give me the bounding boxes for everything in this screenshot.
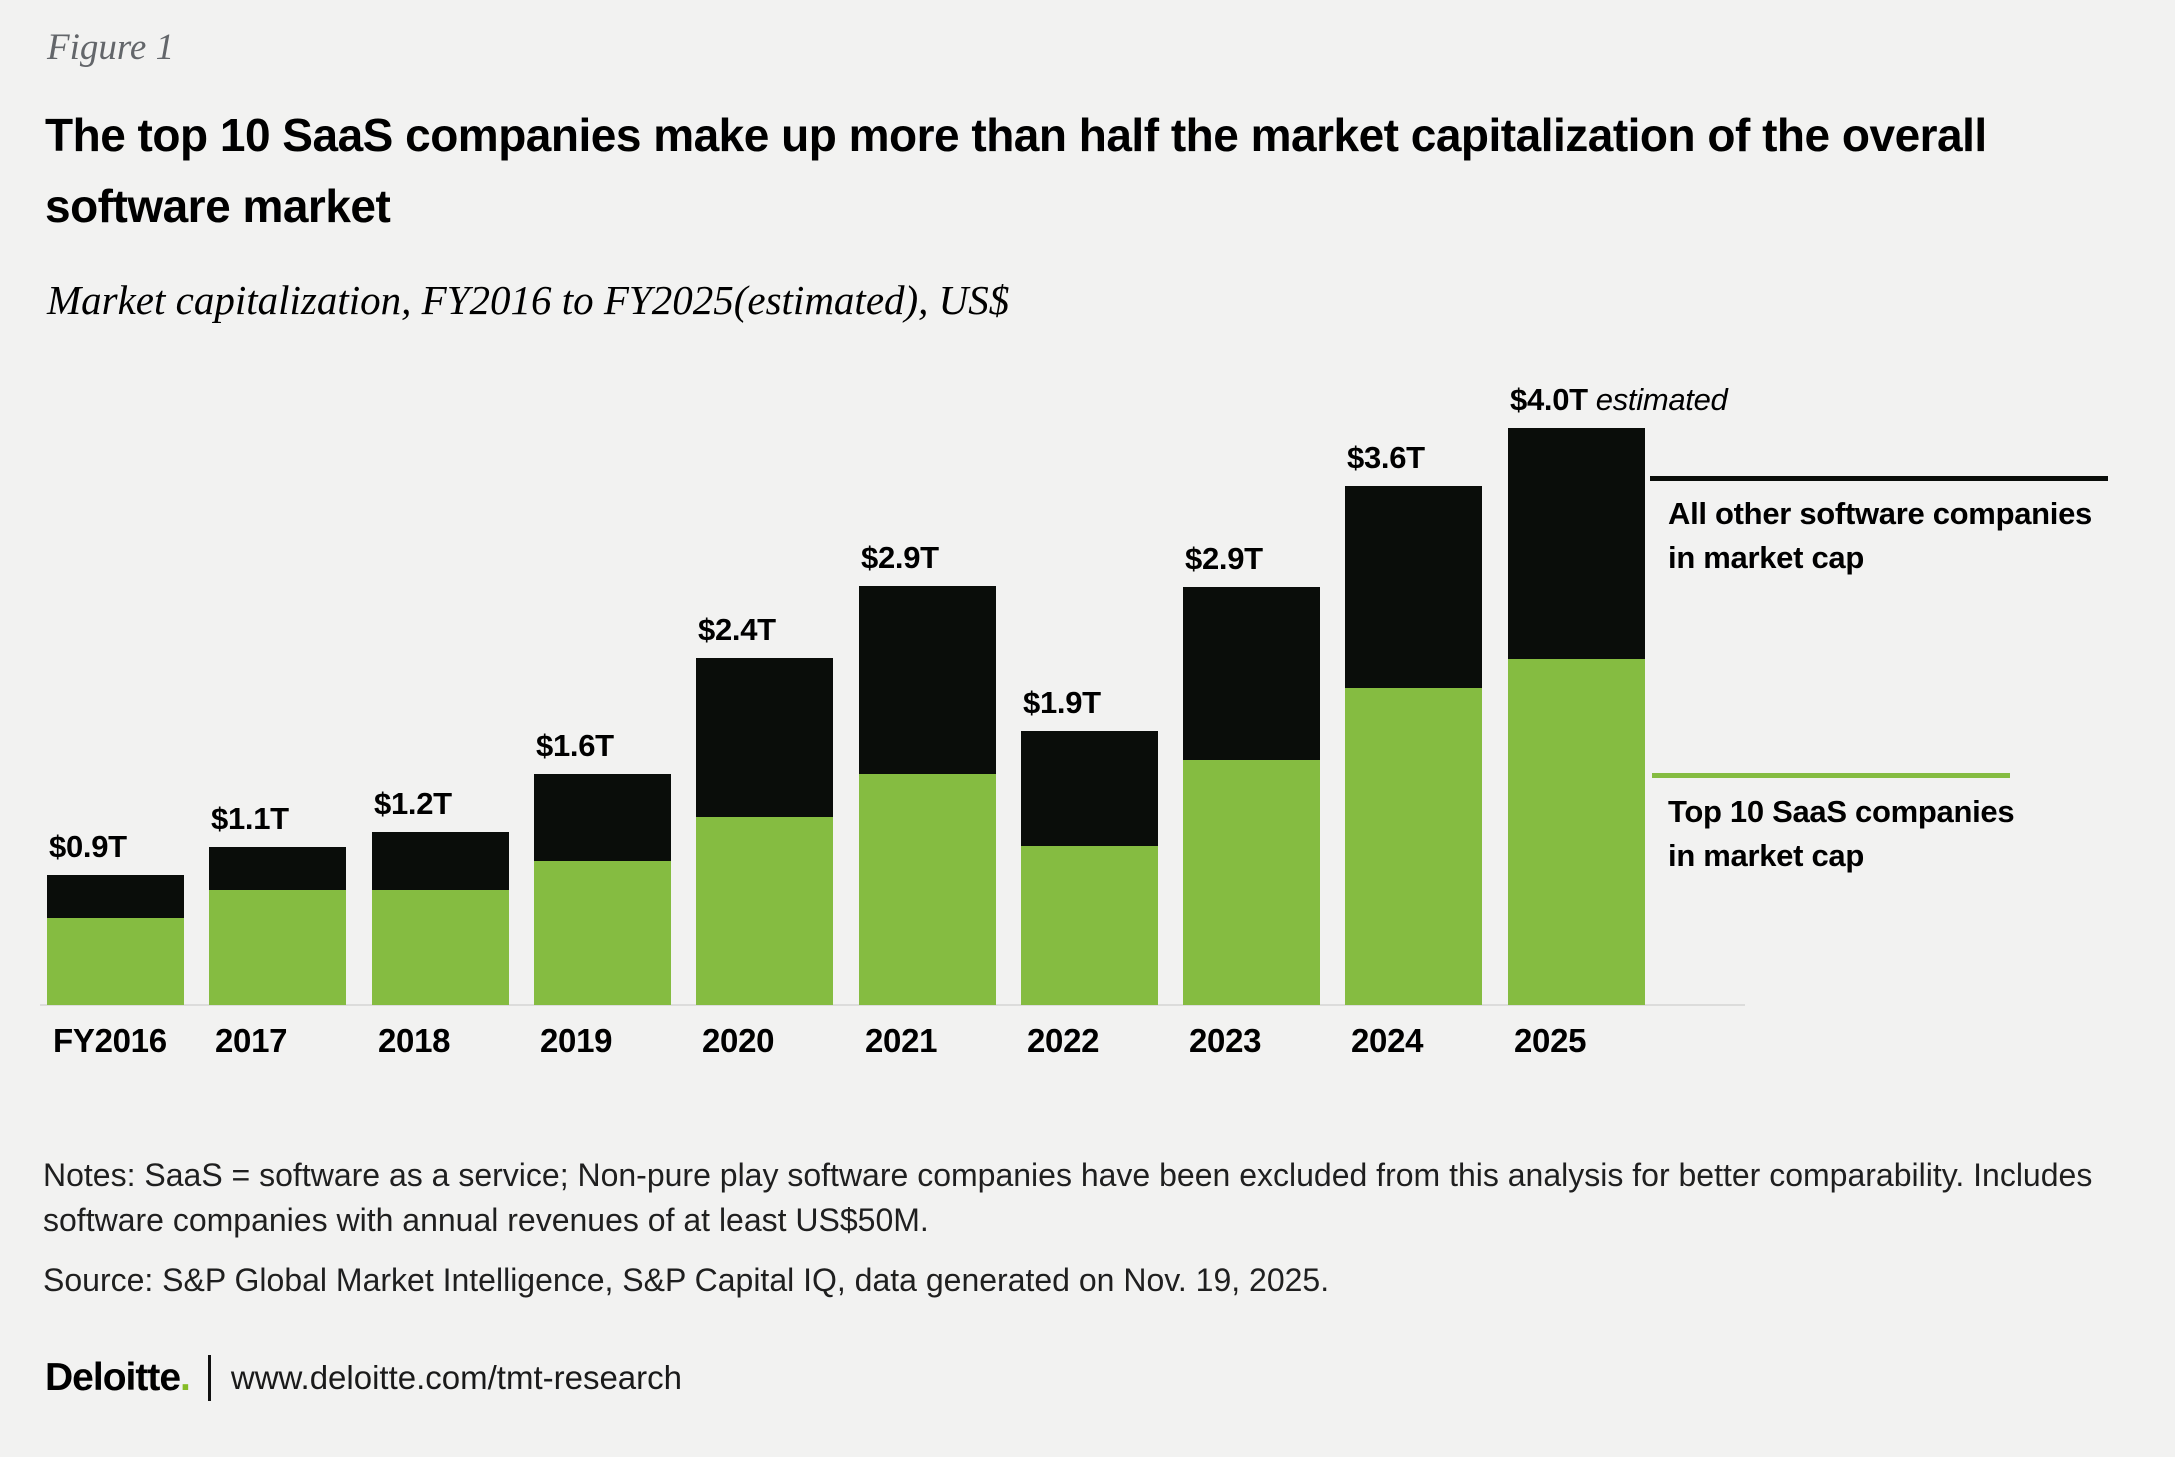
- bar-segment-other-2019: [534, 774, 671, 861]
- figure-label: Figure 1: [47, 27, 175, 68]
- deloitte-logo: Deloitte.: [45, 1356, 191, 1400]
- bar-segment-other-2023: [1183, 587, 1320, 760]
- legend-line-other-software: [1650, 476, 2108, 481]
- footer: Deloitte. www.deloitte.com/tmt-research: [45, 1352, 682, 1404]
- brand-name: Deloitte: [45, 1356, 181, 1399]
- bar-segment-saas-2023: [1183, 760, 1320, 1005]
- x-axis-label-2017: 2017: [215, 1022, 288, 1059]
- x-axis-label-FY2016: FY2016: [53, 1022, 167, 1059]
- bar-segment-saas-FY2016: [47, 918, 184, 1005]
- total-value-label-2019: $1.6T: [536, 728, 614, 763]
- bar-segment-saas-2021: [859, 774, 996, 1005]
- bar-segment-other-2025: [1508, 428, 1645, 659]
- bar-segment-saas-2019: [534, 861, 671, 1005]
- footer-url: www.deloitte.com/tmt-research: [230, 1359, 682, 1396]
- x-axis-label-2018: 2018: [378, 1022, 451, 1059]
- total-value-label-2021: $2.9T: [861, 540, 939, 575]
- total-value-label-2025: $4.0T estimated: [1510, 382, 1728, 417]
- chart-title: The top 10 SaaS companies make up more t…: [45, 109, 1987, 233]
- bar-segment-saas-2018: [372, 890, 509, 1005]
- legend-label-other-software: All other software companies in market c…: [1668, 496, 2092, 576]
- legend-label-top10-saas: Top 10 SaaS companies in market cap: [1668, 794, 2015, 874]
- bar-segment-other-2017: [209, 847, 346, 890]
- x-axis-label-2023: 2023: [1189, 1022, 1262, 1059]
- bar-segment-saas-2022: [1021, 846, 1158, 1005]
- bar-segment-saas-2020: [696, 817, 833, 1005]
- total-value-label-2023: $2.9T: [1185, 541, 1263, 576]
- x-axis-label-2019: 2019: [540, 1022, 613, 1059]
- chart-subtitle: Market capitalization, FY2016 to FY2025(…: [47, 277, 1010, 323]
- notes-text: Notes: SaaS = software as a service; Non…: [43, 1157, 2093, 1239]
- bar-segment-other-2018: [372, 832, 509, 890]
- legend-line-top10-saas: [1652, 773, 2010, 778]
- total-value-label-2022: $1.9T: [1023, 685, 1101, 720]
- bar-segment-saas-2025: [1508, 659, 1645, 1005]
- bar-segment-other-2021: [859, 586, 996, 774]
- total-value-label-2017: $1.1T: [211, 801, 289, 836]
- bar-segment-saas-2024: [1345, 688, 1482, 1005]
- x-axis-label-2020: 2020: [702, 1022, 775, 1059]
- total-value-label-2018: $1.2T: [374, 786, 452, 821]
- x-axis-label-2025: 2025: [1514, 1022, 1587, 1059]
- x-axis-label-2022: 2022: [1027, 1022, 1100, 1059]
- x-axis-baseline: [40, 1004, 1745, 1006]
- total-value-label-2020: $2.4T: [698, 612, 776, 647]
- source-text: Source: S&P Global Market Intelligence, …: [43, 1262, 1330, 1298]
- total-value-label-FY2016: $0.9T: [49, 829, 127, 864]
- total-value-label-2024: $3.6T: [1347, 440, 1425, 475]
- bar-segment-other-2024: [1345, 486, 1482, 688]
- bar-segment-saas-2017: [209, 890, 346, 1005]
- bar-segment-other-2020: [696, 658, 833, 817]
- x-axis-label-2024: 2024: [1351, 1022, 1424, 1059]
- brand-dot: .: [180, 1356, 191, 1399]
- bar-segment-other-FY2016: [47, 875, 184, 918]
- estimated-note: estimated: [1595, 382, 1728, 417]
- bar-segment-other-2022: [1021, 731, 1158, 846]
- x-axis-label-2021: 2021: [865, 1022, 938, 1059]
- footer-divider: [207, 1355, 211, 1401]
